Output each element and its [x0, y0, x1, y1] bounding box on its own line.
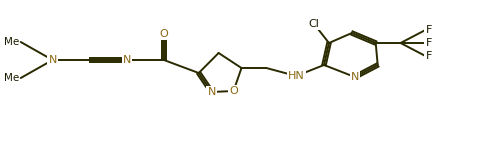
Text: F: F — [426, 38, 432, 48]
Text: O: O — [160, 29, 168, 39]
Text: F: F — [426, 51, 432, 61]
Text: HN: HN — [288, 71, 304, 81]
Text: F: F — [426, 25, 432, 35]
Text: N: N — [208, 87, 216, 97]
Text: O: O — [229, 86, 238, 96]
Text: Me: Me — [4, 37, 19, 47]
Text: N: N — [48, 55, 57, 65]
Text: Me: Me — [4, 73, 19, 83]
Text: Cl: Cl — [308, 19, 320, 29]
Text: N: N — [123, 55, 132, 65]
Text: N: N — [350, 72, 359, 82]
